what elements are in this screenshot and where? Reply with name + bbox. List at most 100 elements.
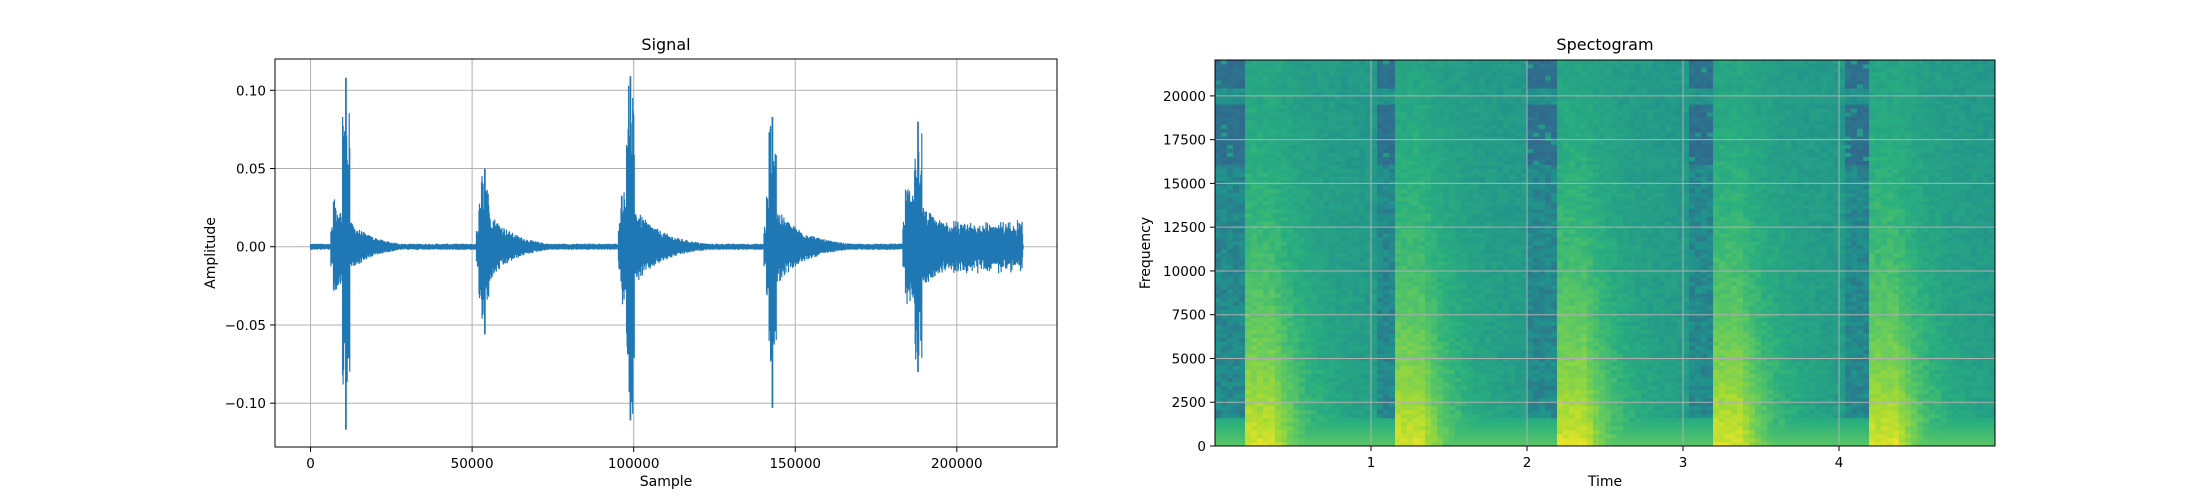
spectrogram-cell — [1785, 370, 1791, 374]
spectrogram-cell — [1863, 386, 1869, 390]
spectrogram-cell — [1491, 406, 1497, 410]
spectrogram-cell — [1539, 398, 1545, 402]
spectrogram-cell — [1905, 354, 1911, 358]
spectrogram-cell — [1887, 350, 1893, 354]
spectrogram-cell — [1611, 366, 1617, 370]
spectrogram-cell — [1341, 301, 1347, 305]
spectrogram-cell — [1539, 362, 1545, 366]
spectrogram-cell — [1785, 418, 1791, 422]
spectrogram-cell — [1869, 422, 1875, 426]
spectrogram-cell — [1623, 313, 1629, 317]
spectrogram-cell — [1377, 309, 1383, 313]
spectrogram-cell — [1503, 370, 1509, 374]
spectrogram-cell — [1263, 309, 1269, 313]
spectrogram-cell — [1257, 418, 1263, 422]
spectrogram-cell — [1293, 394, 1299, 398]
spectrogram-cell — [1503, 325, 1509, 329]
spectrogram-cell — [1977, 301, 1983, 305]
spectrogram-cell — [1725, 301, 1731, 305]
spectrogram-cell — [1623, 434, 1629, 438]
spectrogram-cell — [1239, 362, 1245, 366]
spectrogram-cell — [1911, 386, 1917, 390]
spectrogram-cell — [1623, 325, 1629, 329]
spectrogram-cell — [1401, 321, 1407, 325]
spectrogram-cell — [1659, 297, 1665, 301]
spectrogram-cell — [1947, 337, 1953, 341]
spectrogram-cell — [1839, 350, 1845, 354]
spectrogram-cell — [1731, 354, 1737, 358]
spectrogram-cell — [1287, 438, 1293, 442]
spectrogram-cell — [1761, 301, 1767, 305]
spectrogram-cell — [1503, 362, 1509, 366]
spectrogram-cell — [1935, 398, 1941, 402]
spectrogram-cell — [1689, 386, 1695, 390]
spectrogram-cell — [1815, 426, 1821, 430]
spectrogram-cell — [1755, 390, 1761, 394]
spectrogram-cell — [1797, 434, 1803, 438]
spectrogram-cell — [1743, 410, 1749, 414]
spectrogram-cell — [1485, 362, 1491, 366]
spectrogram-cell — [1473, 325, 1479, 329]
spectrogram-cell — [1533, 341, 1539, 345]
spectrogram-cell — [1905, 297, 1911, 301]
spectrogram-cell — [1287, 337, 1293, 341]
spectrogram-cell — [1731, 418, 1737, 422]
spectrogram-cell — [1305, 293, 1311, 297]
spectrogram-cell — [1533, 317, 1539, 321]
spectrogram-cell — [1791, 410, 1797, 414]
spectrogram-cell — [1755, 341, 1761, 345]
spectrogram-cell — [1905, 370, 1911, 374]
spectrogram-cell — [1377, 390, 1383, 394]
spectrogram-cell — [1881, 329, 1887, 333]
spectrogram-cell — [1341, 354, 1347, 358]
spectrogram-cell — [1419, 362, 1425, 366]
spectrogram-cell — [1383, 354, 1389, 358]
spectrogram-cell — [1233, 301, 1239, 305]
spectrogram-cell — [1593, 341, 1599, 345]
spectrogram-cell — [1569, 426, 1575, 430]
spectrogram-cell — [1599, 414, 1605, 418]
spectrogram-cell — [1215, 333, 1221, 337]
spectrogram-cell — [1587, 325, 1593, 329]
spectrogram-cell — [1983, 333, 1989, 337]
spectrogram-cell — [1929, 333, 1935, 337]
spectrogram-cell — [1497, 301, 1503, 305]
spectrogram-cell — [1437, 422, 1443, 426]
spectrogram-cell — [1353, 430, 1359, 434]
spectrogram-cell — [1839, 333, 1845, 337]
spectrogram-cell — [1545, 354, 1551, 358]
spectrogram-cell — [1401, 382, 1407, 386]
spectrogram-cell — [1557, 325, 1563, 329]
spectrogram-cell — [1719, 386, 1725, 390]
spectrogram-cell — [1737, 333, 1743, 337]
spectrogram-cell — [1407, 321, 1413, 325]
spectrogram-cell — [1377, 398, 1383, 402]
spectrogram-cell — [1971, 317, 1977, 321]
spectrogram-cell — [1635, 366, 1641, 370]
spectrogram-cell — [1761, 370, 1767, 374]
spectrogram-cell — [1665, 370, 1671, 374]
spectrogram-cell — [1227, 426, 1233, 430]
spectrogram-cell — [1911, 317, 1917, 321]
spectrogram-cell — [1437, 378, 1443, 382]
spectrogram-cell — [1809, 366, 1815, 370]
spectrogram-cell — [1827, 430, 1833, 434]
spectrogram-cell — [1449, 394, 1455, 398]
spectrogram-cell — [1275, 422, 1281, 426]
spectrogram-cell — [1953, 438, 1959, 442]
spectrogram-cell — [1491, 410, 1497, 414]
spectrogram-cell — [1707, 422, 1713, 426]
spectrogram-cell — [1737, 370, 1743, 374]
spectrogram-cell — [1731, 438, 1737, 442]
spectrogram-cell — [1713, 406, 1719, 410]
spectrogram-cell — [1557, 313, 1563, 317]
spectrogram-cell — [1803, 394, 1809, 398]
spectrogram-cell — [1449, 418, 1455, 422]
spectrogram-cell — [1941, 410, 1947, 414]
spectrogram-cell — [1779, 301, 1785, 305]
spectrogram-cell — [1701, 394, 1707, 398]
spectrogram-cell — [1953, 434, 1959, 438]
spectrogram-cell — [1731, 333, 1737, 337]
spectrogram-cell — [1461, 313, 1467, 317]
spectrogram-cell — [1485, 398, 1491, 402]
